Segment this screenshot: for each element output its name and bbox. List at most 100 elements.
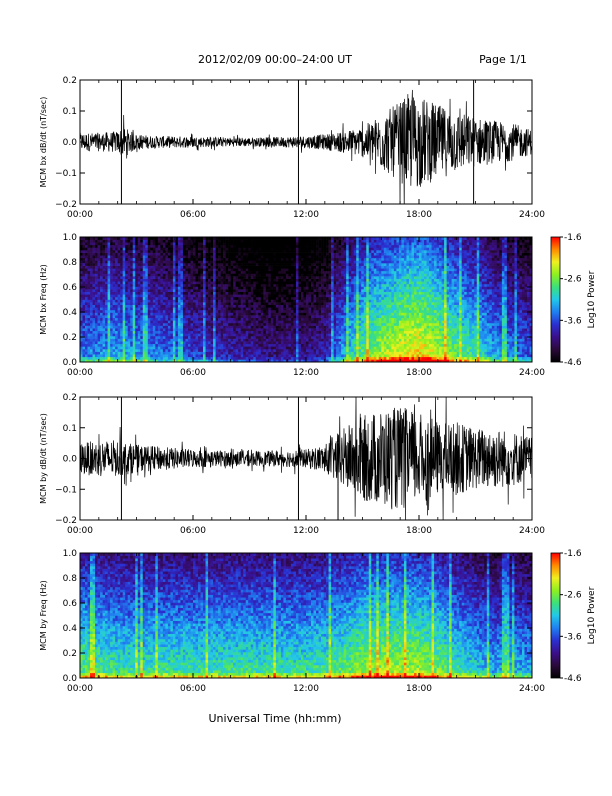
heatmap-cell [324, 352, 327, 355]
heatmap-cell [150, 281, 153, 284]
heatmap-cell [223, 258, 226, 261]
heatmap-cell [321, 268, 324, 271]
heatmap-cell [256, 297, 259, 300]
heatmap-cell [248, 253, 251, 256]
heatmap-cell [251, 333, 254, 336]
heatmap-cell [165, 279, 168, 282]
heatmap-cell [95, 339, 98, 342]
heatmap-cell [324, 242, 327, 245]
heatmap-cell [145, 320, 148, 323]
heatmap-cell [326, 323, 329, 326]
heatmap-cell [175, 289, 178, 292]
heatmap-cell [226, 313, 229, 316]
heatmap-cell [266, 331, 269, 334]
heatmap-cell [165, 297, 168, 300]
heatmap-cell [228, 276, 231, 279]
heatmap-cell [173, 336, 176, 339]
heatmap-cell [316, 258, 319, 261]
heatmap-cell [228, 313, 231, 316]
heatmap-cell [88, 289, 91, 292]
heatmap-cell [324, 310, 327, 313]
heatmap-cell [213, 302, 216, 305]
heatmap-cell [306, 294, 309, 297]
heatmap-cell [238, 333, 241, 336]
heatmap-cell [248, 323, 251, 326]
heatmap-cell [203, 276, 206, 279]
heatmap-cell [316, 320, 319, 323]
heatmap-cell [113, 307, 116, 310]
heatmap-cell [311, 302, 314, 305]
heatmap-cell [115, 313, 118, 316]
heatmap-cell [243, 250, 246, 253]
heatmap-cell [253, 286, 256, 289]
heatmap-cell [165, 318, 168, 321]
heatmap-cell [326, 271, 329, 274]
heatmap-cell [218, 354, 221, 357]
heatmap-cell [198, 253, 201, 256]
heatmap-cell [271, 286, 274, 289]
heatmap-cell [163, 245, 166, 248]
heatmap-cell [243, 253, 246, 256]
heatmap-cell [93, 357, 96, 360]
heatmap-cell [135, 354, 138, 357]
heatmap-cell [286, 354, 289, 357]
heatmap-cell [168, 305, 171, 308]
heatmap-cell [175, 286, 178, 289]
heatmap-cell [311, 307, 314, 310]
heatmap-cell [303, 250, 306, 253]
heatmap-cell [253, 260, 256, 263]
heatmap-cell [251, 357, 254, 360]
heatmap-cell [311, 258, 314, 261]
heatmap-cell [331, 302, 334, 305]
heatmap-cell [324, 266, 327, 269]
heatmap-cell [93, 250, 96, 253]
heatmap-cell [170, 255, 173, 258]
heatmap-cell [140, 240, 143, 243]
heatmap-cell [283, 354, 286, 357]
heatmap-cell [266, 266, 269, 269]
heatmap-cell [108, 333, 111, 336]
heatmap-cell [143, 260, 146, 263]
heatmap-cell [173, 284, 176, 287]
heatmap-cell [286, 302, 289, 305]
heatmap-cell [211, 292, 214, 295]
heatmap-cell [236, 333, 239, 336]
heatmap-cell [153, 341, 156, 344]
heatmap-cell [165, 245, 168, 248]
heatmap-cell [165, 302, 168, 305]
heatmap-cell [135, 253, 138, 256]
heatmap-cell [251, 344, 254, 347]
heatmap-cell [309, 318, 312, 321]
heatmap-cell [311, 339, 314, 342]
heatmap-cell [118, 305, 121, 308]
heatmap-cell [273, 320, 276, 323]
heatmap-cell [223, 263, 226, 266]
heatmap-cell [329, 294, 332, 297]
heatmap-cell [190, 344, 193, 347]
heatmap-cell [98, 300, 101, 303]
heatmap-cell [286, 307, 289, 310]
heatmap-cell [98, 320, 101, 323]
heatmap-cell [110, 323, 113, 326]
heatmap-cell [316, 266, 319, 269]
heatmap-cell [110, 242, 113, 245]
heatmap-cell [150, 344, 153, 347]
heatmap-cell [271, 297, 274, 300]
heatmap-cell [331, 245, 334, 248]
heatmap-cell [160, 344, 163, 347]
heatmap-cell [266, 333, 269, 336]
heatmap-cell [180, 273, 183, 276]
heatmap-cell [273, 318, 276, 321]
heatmap-cell [183, 253, 186, 256]
heatmap-cell [336, 339, 339, 342]
heatmap-cell [273, 271, 276, 274]
heatmap-cell [293, 292, 296, 295]
heatmap-cell [133, 292, 136, 295]
heatmap-cell [158, 344, 161, 347]
heatmap-cell [115, 245, 118, 248]
heatmap-cell [286, 242, 289, 245]
heatmap-cell [263, 240, 266, 243]
heatmap-cell [208, 276, 211, 279]
heatmap-cell [206, 315, 209, 318]
heatmap-cell [296, 240, 299, 243]
